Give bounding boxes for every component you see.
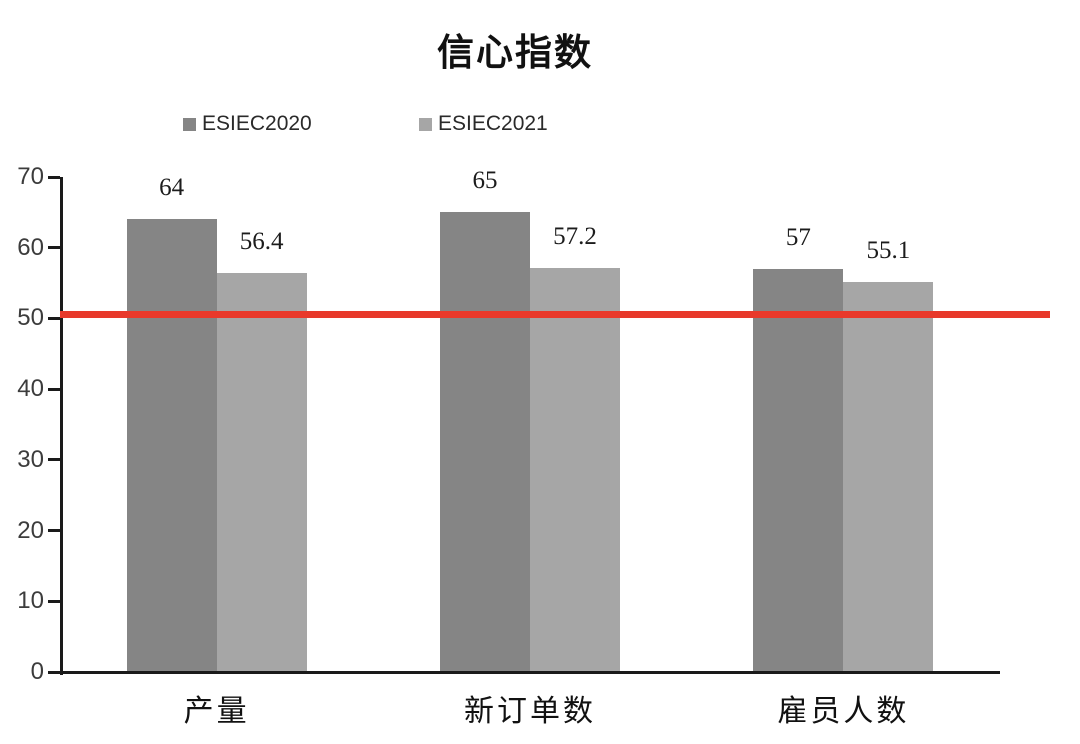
reference-line [60,311,1050,319]
bar-value-label: 57.2 [553,222,597,250]
y-tick-label: 30 [17,445,44,473]
y-tick-label: 50 [17,304,44,332]
bar-value-label: 55.1 [866,237,911,265]
legend-label-esiec2021: ESIEC2021 [438,112,548,135]
bar-value-label: 56.4 [239,228,284,256]
x-axis [60,671,1000,674]
y-tick-label: 40 [17,375,44,403]
y-tick [48,246,60,250]
legend-item-esiec2021: ESIEC2021 [419,112,548,136]
bar-esiec2020-3 [753,268,844,672]
legend-swatch-esiec2020-icon [183,117,196,131]
y-tick [48,175,60,179]
bar-value-label: 57 [785,223,811,251]
category-label-3: 雇员人数 [777,695,910,728]
y-tick-label: 0 [30,658,44,685]
y-tick-label: 20 [17,516,44,544]
bar-esiec2021-2 [530,267,620,672]
bar-esiec2021-3 [843,282,934,672]
category-label-2: 新订单数 [464,695,596,728]
y-tick [48,670,60,674]
bar-esiec2020-2 [440,212,530,672]
bar-esiec2021-1 [216,273,307,672]
legend-label-esiec2020: ESIEC2020 [202,112,312,135]
category-label-1: 产量 [183,695,250,728]
bar-value-label: 64 [159,174,185,202]
y-tick [48,387,60,391]
y-tick [48,458,60,462]
bar-value-label: 65 [472,167,498,195]
bar-esiec2020-1 [126,219,217,672]
legend-item-esiec2020: ESIEC2020 [183,112,312,136]
y-axis [60,177,63,675]
y-tick-label: 10 [17,587,44,615]
legend-swatch-esiec2021-icon [419,117,432,131]
y-tick [48,599,60,603]
y-tick [48,529,60,533]
y-tick-label: 70 [17,163,44,190]
chart-title: 信心指数 [437,32,593,73]
y-tick [48,316,60,320]
y-tick-label: 60 [17,233,44,261]
